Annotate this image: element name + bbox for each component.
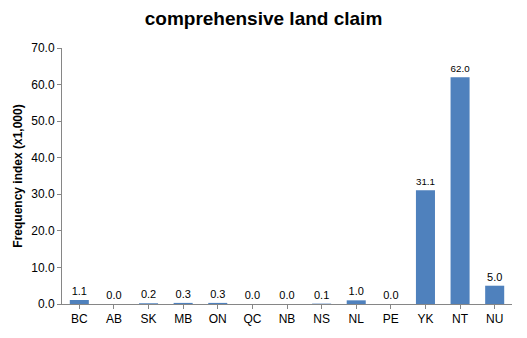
svg-text:30.0: 30.0 xyxy=(31,187,55,201)
svg-text:AB: AB xyxy=(106,312,122,326)
svg-text:5.0: 5.0 xyxy=(487,271,502,283)
svg-text:NS: NS xyxy=(313,312,330,326)
svg-text:ON: ON xyxy=(209,312,227,326)
svg-text:SK: SK xyxy=(141,312,157,326)
svg-text:0.0: 0.0 xyxy=(106,289,121,301)
svg-text:BC: BC xyxy=(71,312,88,326)
svg-text:0.3: 0.3 xyxy=(210,288,225,300)
svg-text:0.0: 0.0 xyxy=(38,297,55,311)
svg-text:PE: PE xyxy=(383,312,399,326)
svg-text:0.3: 0.3 xyxy=(176,288,191,300)
svg-text:0.1: 0.1 xyxy=(314,289,329,301)
svg-text:0.0: 0.0 xyxy=(279,289,294,301)
svg-text:50.0: 50.0 xyxy=(31,114,55,128)
svg-text:NT: NT xyxy=(452,312,469,326)
svg-text:comprehensive land claim: comprehensive land claim xyxy=(145,8,383,29)
svg-text:NB: NB xyxy=(279,312,296,326)
svg-text:YK: YK xyxy=(417,312,433,326)
svg-text:QC: QC xyxy=(243,312,261,326)
svg-text:70.0: 70.0 xyxy=(31,41,55,55)
svg-text:31.1: 31.1 xyxy=(416,176,435,187)
svg-text:NU: NU xyxy=(486,312,503,326)
svg-text:0.2: 0.2 xyxy=(141,288,156,300)
svg-text:0.0: 0.0 xyxy=(245,289,260,301)
svg-text:40.0: 40.0 xyxy=(31,151,55,165)
svg-text:0.0: 0.0 xyxy=(383,289,398,301)
svg-text:60.0: 60.0 xyxy=(31,78,55,92)
svg-text:10.0: 10.0 xyxy=(31,261,55,275)
svg-text:1.1: 1.1 xyxy=(72,285,87,297)
svg-text:62.0: 62.0 xyxy=(451,63,471,74)
svg-text:Frequency index (x1,000): Frequency index (x1,000) xyxy=(11,104,25,247)
svg-text:MB: MB xyxy=(174,312,192,326)
svg-text:20.0: 20.0 xyxy=(31,224,55,238)
svg-text:1.0: 1.0 xyxy=(349,285,364,297)
svg-text:NL: NL xyxy=(349,312,365,326)
